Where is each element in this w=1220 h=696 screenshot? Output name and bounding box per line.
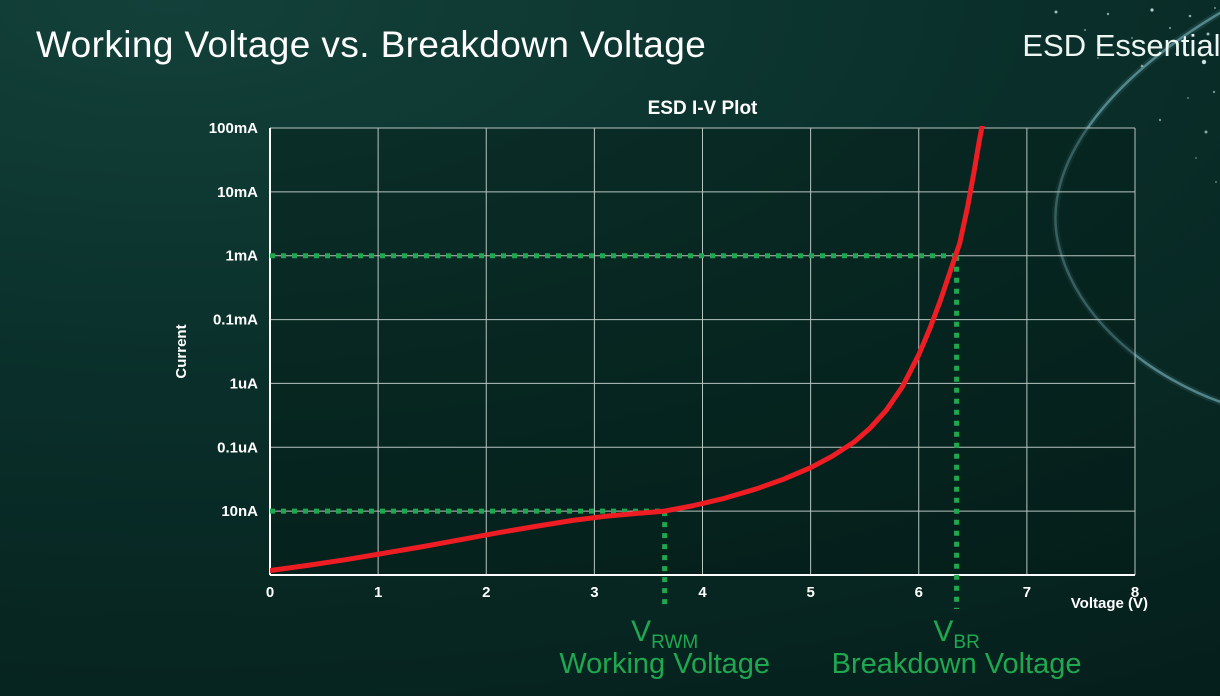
iv-curve	[270, 126, 985, 573]
star-dot	[1187, 97, 1189, 99]
y-tick-label: 0.1uA	[217, 439, 258, 456]
x-tick-label: 5	[806, 584, 814, 601]
decorative-stars	[1054, 7, 1217, 183]
star-dot	[1188, 14, 1192, 18]
star-dot	[1097, 57, 1099, 59]
y-tick-label: 0.1mA	[213, 312, 258, 329]
y-tick-label: 1mA	[225, 248, 258, 265]
x-tick-label: 8	[1131, 584, 1139, 601]
star-dot	[1204, 130, 1208, 134]
y-tick-label: 100mA	[209, 120, 258, 137]
star-dot	[1168, 26, 1172, 30]
star-dot	[1175, 53, 1177, 55]
star-dot	[1206, 32, 1210, 36]
decorative-swoosh	[1051, 8, 1220, 406]
x-tick-label: 1	[374, 584, 382, 601]
star-dot	[1140, 64, 1144, 68]
x-tick-label: 4	[698, 584, 707, 601]
x-tick-label: 7	[1023, 584, 1031, 601]
star-dot	[1084, 29, 1086, 31]
star-dot	[1195, 157, 1197, 159]
y-tick-label: 10nA	[221, 503, 258, 520]
star-dot	[1215, 181, 1217, 183]
chart-title: ESD I-V Plot	[648, 98, 758, 119]
y-tick-label: 10mA	[217, 184, 258, 201]
y-tick-label: 1uA	[230, 375, 259, 392]
x-tick-label: 2	[482, 584, 490, 601]
star-dot	[1214, 7, 1216, 9]
x-tick-label: 3	[590, 584, 598, 601]
marker-caption-breakdown-voltage: Breakdown Voltage	[832, 648, 1082, 680]
marker-caption-working-voltage: Working Voltage	[559, 648, 770, 680]
star-dot	[1158, 118, 1162, 122]
x-axis-label: Voltage (V)	[1071, 595, 1148, 612]
brand-logo-text: ESD Essentials	[1022, 28, 1220, 63]
star-dot	[1106, 12, 1110, 16]
x-tick-label: 0	[266, 584, 274, 601]
marker-working-voltage	[270, 508, 668, 609]
marker-label-working-voltage: VRWM	[631, 615, 698, 653]
marker-label-breakdown-voltage: VBR	[933, 615, 979, 653]
x-tick-label: 6	[915, 584, 923, 601]
page-title: Working Voltage vs. Breakdown Voltage	[36, 24, 707, 65]
y-axis-label: Current	[173, 324, 190, 378]
star-dot	[1131, 37, 1133, 39]
star-dot	[1201, 59, 1207, 65]
star-dot	[1212, 90, 1216, 94]
star-dot	[1054, 10, 1058, 14]
star-dot	[1150, 8, 1154, 12]
marker-breakdown-voltage	[270, 253, 960, 609]
